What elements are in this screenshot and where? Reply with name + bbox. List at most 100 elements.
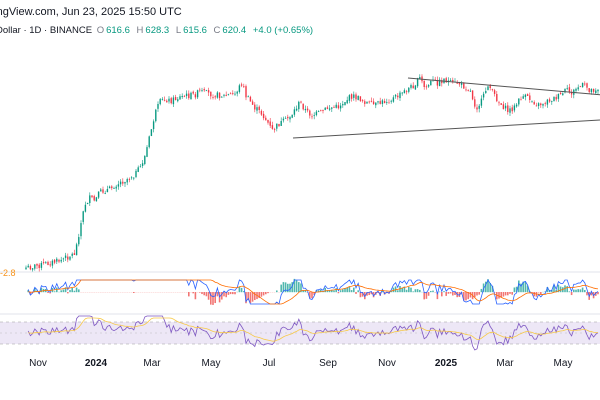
macd-histogram-bar (56, 287, 58, 293)
candle-body (350, 94, 353, 99)
candle-body (115, 186, 117, 189)
candle-body (320, 110, 322, 112)
candle-body (304, 109, 307, 111)
candle-body (518, 98, 520, 105)
macd-histogram-bar (243, 291, 245, 293)
rsi-pane[interactable] (0, 315, 600, 351)
candle-body (555, 96, 557, 100)
candle-body (91, 195, 93, 198)
candle-body (227, 94, 230, 96)
macd-histogram-bar (232, 292, 234, 295)
macd-histogram-bar (368, 292, 370, 296)
macd-histogram-bar (478, 292, 480, 295)
candle-body (566, 87, 568, 89)
candle-body (410, 85, 412, 88)
macd-histogram-bar (67, 292, 69, 294)
macd-histogram-bar (449, 292, 452, 294)
candle-body (379, 101, 381, 104)
macd-histogram-bar (333, 290, 335, 293)
macd-histogram-bar (515, 286, 518, 293)
macd-histogram-bar (526, 285, 529, 293)
macd-histogram-bar (416, 289, 419, 293)
candle-body (388, 102, 390, 104)
macd-histogram-bar (467, 292, 469, 300)
candle-body (221, 96, 223, 98)
macd-histogram-bar (335, 288, 337, 293)
candle-body (247, 96, 249, 98)
macd-histogram-bar (75, 287, 78, 293)
price-pane[interactable] (25, 74, 600, 272)
candle-body (333, 106, 335, 108)
candle-body (29, 265, 32, 270)
macd-histogram-bar (493, 292, 496, 293)
candle-body (238, 85, 241, 92)
macd-histogram-bar (320, 289, 322, 293)
symbol-legend[interactable]: Dollar · 1D · BINANCE O 616.6 H 628.3 L 615… (0, 25, 315, 36)
macd-histogram-bar (595, 292, 597, 296)
candle-body (364, 101, 366, 104)
candle-body (317, 111, 320, 112)
candle-body (144, 155, 146, 165)
time-axis-tick-label: Mar (143, 358, 161, 369)
candle-body (559, 92, 562, 95)
chart-header: TradingView.com, Jun 23, 2025 15:50 UTC … (0, 0, 600, 42)
macd-histogram-bar (238, 286, 241, 293)
macd-histogram-bar (249, 292, 252, 304)
time-axis[interactable]: Nov 2024 Mar May Jul Sep Nov 2025 Mar May (0, 352, 600, 376)
macd-histogram-bar (555, 289, 557, 293)
candle-body (491, 88, 494, 90)
candle-body (36, 263, 38, 266)
macd-histogram-bar (357, 290, 359, 293)
macd-histogram-bar (337, 292, 340, 294)
candle-body (302, 103, 304, 110)
candle-body (47, 261, 49, 265)
macd-histogram-bar (425, 292, 428, 299)
candle-body (203, 89, 205, 91)
candle-body (309, 110, 311, 116)
candle-body (205, 90, 208, 92)
candle-body (278, 123, 280, 127)
macd-histogram-bar (414, 289, 417, 293)
candle-body (236, 91, 238, 94)
candle-body (460, 82, 463, 85)
candle-body (430, 80, 432, 86)
macd-histogram-bar (568, 291, 571, 293)
chart-canvas[interactable] (0, 0, 600, 352)
macd-histogram-bar (304, 290, 307, 293)
candle-body (377, 101, 379, 103)
macd-histogram-bar (392, 287, 395, 293)
candle-body (172, 97, 175, 105)
macd-histogram-bar (381, 291, 384, 293)
macd-histogram-bar (518, 280, 520, 293)
macd-histogram-bar (366, 292, 368, 296)
candle-body (449, 80, 452, 81)
macd-histogram-bar (282, 282, 285, 293)
candle-body (95, 197, 98, 202)
candle-body (386, 102, 388, 103)
macd-histogram-bar (251, 292, 254, 302)
macd-histogram-bar (331, 289, 333, 293)
candle-body (507, 105, 509, 112)
candle-body (225, 94, 227, 96)
candle-body (139, 166, 142, 168)
macd-histogram-bar (509, 292, 511, 294)
candle-body (584, 83, 586, 85)
candle-body (119, 181, 122, 185)
candle-body (170, 98, 172, 104)
candle-body (529, 95, 531, 101)
macd-histogram-bar (293, 278, 296, 293)
macd-pane[interactable] (27, 278, 599, 305)
macd-histogram-bar (315, 290, 318, 293)
candle-body (513, 105, 516, 111)
macd-histogram-bar (540, 292, 542, 295)
candle-body (355, 94, 357, 100)
candle-body (478, 105, 480, 109)
time-axis-tick-label: Jul (262, 358, 276, 369)
candle-body (581, 82, 584, 88)
macd-histogram-bar (49, 292, 51, 294)
candle-body (75, 244, 78, 256)
candle-body (540, 103, 542, 106)
macd-histogram-bar (240, 287, 243, 293)
candle-body (254, 104, 256, 110)
candle-body (590, 88, 593, 93)
